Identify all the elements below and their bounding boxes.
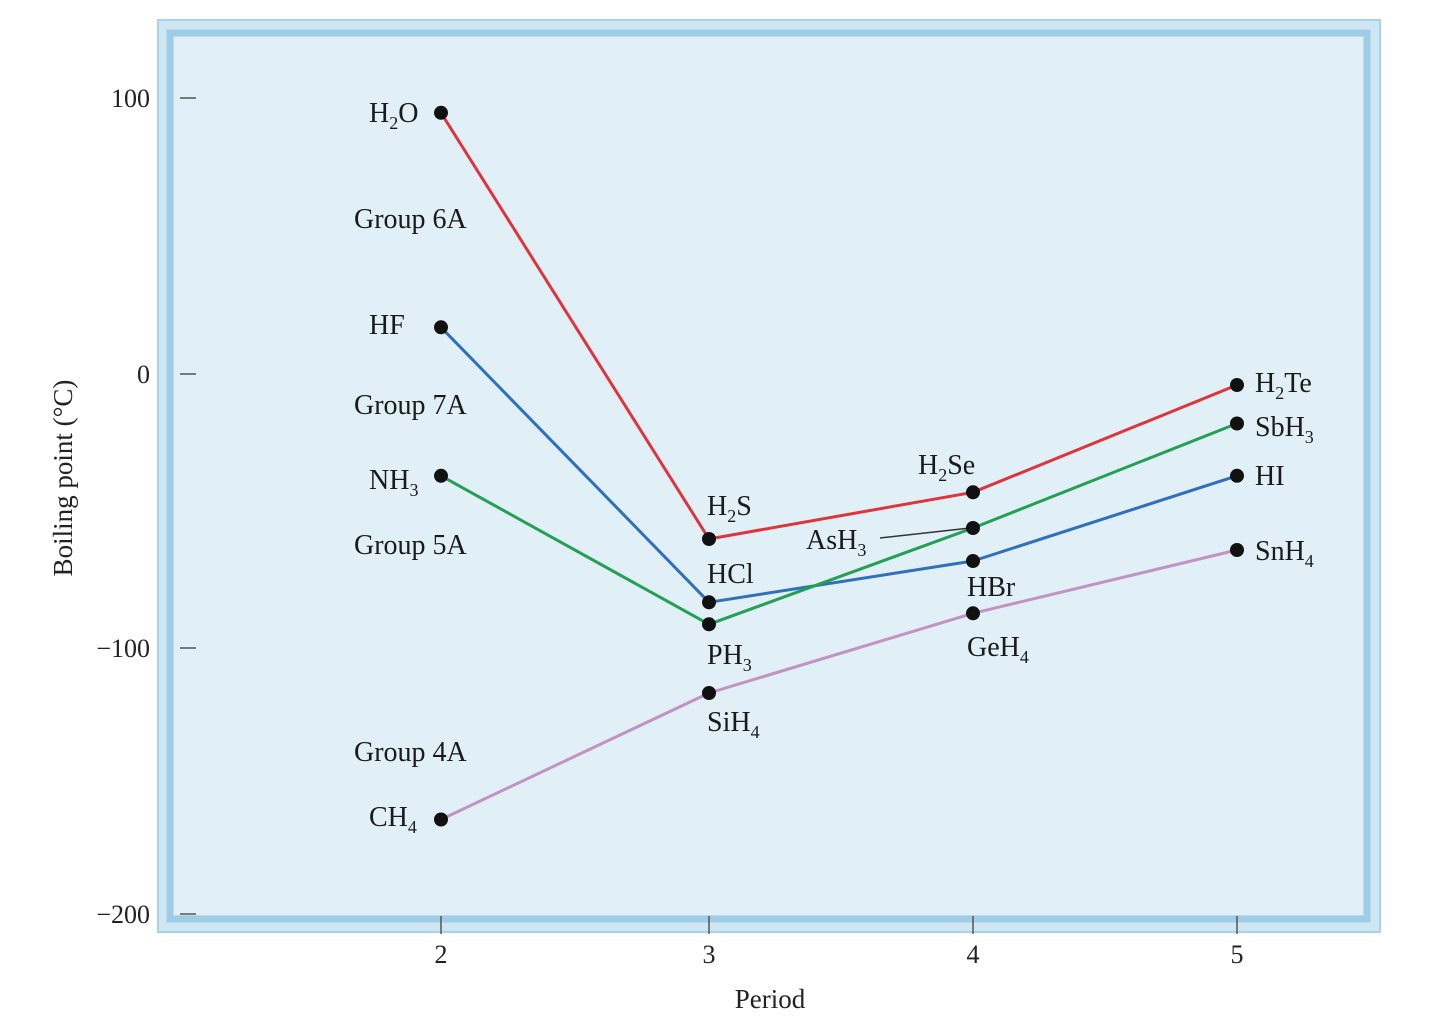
series-line-group-5a	[440, 422, 1238, 626]
data-point-geh4	[966, 606, 980, 621]
compound-label-h2te: H2Te	[1255, 368, 1312, 403]
group-label-5a: Group 5A	[354, 530, 468, 561]
data-point-hf	[434, 320, 448, 335]
data-point-ch4	[434, 812, 448, 827]
plot-frame-border	[166, 29, 1371, 923]
compound-label-h2s: H2S	[707, 491, 752, 526]
y-tick-label: −100	[96, 634, 150, 663]
compound-label-snh4: SnH4	[1255, 536, 1314, 571]
ash3-leader-line	[879, 527, 971, 539]
data-point-sih4	[702, 686, 716, 700]
data-point-h2te	[1230, 378, 1244, 392]
data-point-hcl	[702, 595, 716, 610]
x-axis-label: Period	[735, 984, 806, 1014]
x-tick-label: 4	[967, 940, 980, 969]
y-axis-label: Boiling point (°C)	[48, 380, 78, 577]
data-point-nh3	[434, 468, 448, 483]
data-point-hbr	[966, 554, 980, 568]
data-point-h2o	[434, 105, 448, 120]
y-ticks	[180, 97, 196, 915]
x-tick-label: 2	[435, 940, 448, 969]
data-point-ash3	[966, 521, 980, 535]
compound-label-geh4: GeH4	[967, 632, 1029, 667]
data-point-hi	[1230, 468, 1244, 483]
group-label-4a: Group 4A	[354, 737, 468, 768]
series-line-group-6a	[439, 112, 1238, 541]
compound-labels: H2O H2S H2Se H2Te HF HCl HBr HI NH3 PH3 …	[369, 98, 1314, 837]
compound-label-hf: HF	[369, 310, 405, 341]
compound-label-hi: HI	[1255, 461, 1285, 492]
compound-label-h2se: H2Se	[918, 450, 975, 485]
plot-area	[174, 37, 1363, 915]
x-tick-label: 3	[703, 940, 716, 969]
data-point-snh4	[1230, 543, 1244, 557]
data-point-ph3	[702, 617, 716, 632]
compound-label-ph3: PH3	[707, 640, 752, 675]
compound-label-ash3: AsH3	[806, 525, 866, 560]
compound-label-h2o: H2O	[369, 98, 418, 133]
series-points	[434, 105, 1244, 827]
group-label-6a: Group 6A	[354, 204, 468, 235]
compound-label-sbh3: SbH3	[1255, 412, 1314, 447]
compound-label-ch4: CH4	[369, 802, 417, 837]
compound-label-sih4: SiH4	[707, 707, 760, 742]
compound-label-hbr: HBr	[967, 572, 1016, 603]
data-point-h2s	[702, 532, 716, 546]
y-tick-label: 0	[137, 360, 150, 389]
series-lines	[439, 112, 1238, 934]
series-line-group-4a	[440, 548, 1238, 821]
x-tick-label: 5	[1231, 940, 1244, 969]
series-line-group-7a	[439, 326, 1238, 604]
y-tick-label: 100	[111, 84, 150, 113]
data-point-h2se	[966, 485, 980, 500]
y-tick-label: −200	[96, 900, 150, 929]
compound-label-nh3: NH3	[369, 465, 418, 500]
group-label-7a: Group 7A	[354, 390, 468, 421]
compound-label-hcl: HCl	[707, 559, 754, 590]
data-point-sbh3	[1230, 416, 1244, 431]
